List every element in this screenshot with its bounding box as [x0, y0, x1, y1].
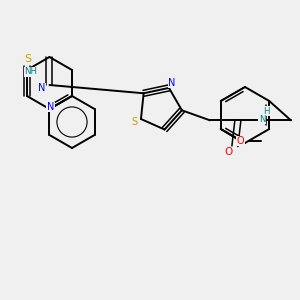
Text: N: N [38, 83, 45, 93]
Text: N: N [259, 115, 265, 124]
Text: NH: NH [25, 68, 38, 76]
Text: S: S [24, 54, 32, 64]
Text: H: H [262, 107, 269, 116]
Text: N: N [47, 102, 54, 112]
Text: O: O [225, 147, 233, 157]
Text: S: S [131, 117, 137, 127]
Text: O: O [237, 136, 244, 146]
Text: N: N [168, 78, 175, 88]
